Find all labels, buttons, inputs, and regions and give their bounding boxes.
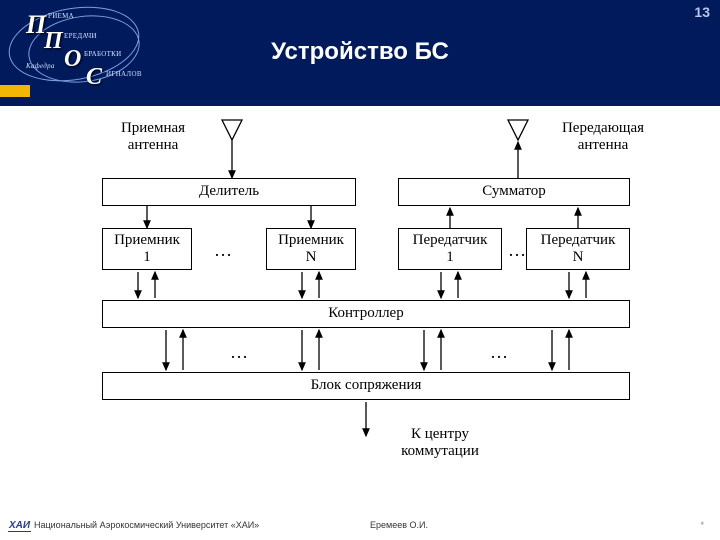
label-tx-antenna: Передающаяантенна [548,120,658,153]
ellipsis-ci-1: … [230,342,251,363]
slide-title: Устройство БС [0,38,720,66]
footer-left: Национальный Аэрокосмический Университет… [34,520,259,530]
slide-footer: ХАИ Национальный Аэрокосмический Универс… [0,510,720,540]
accent-bar [0,85,30,97]
slide-header: П РИЕМА П ЕРЕДАЧИ О БРАБОТКИ С ИГНАЛОВ К… [0,0,720,106]
box-txN: ПередатчикN [526,228,630,270]
label-rx-antenna: Приемнаяантенна [108,120,198,153]
ellipsis-rx: … [214,240,235,261]
box-rxN: ПриемникN [266,228,356,270]
page-number: 13 [694,4,710,20]
box-interface: Блок сопряжения [102,372,630,400]
box-controller: Контроллер [102,300,630,328]
box-tx1: Передатчик1 [398,228,502,270]
box-combiner: Сумматор [398,178,630,206]
box-splitter: Делитель [102,178,356,206]
footer-author: Еремеев О.И. [370,520,428,530]
ellipsis-ci-2: … [490,342,511,363]
footer-mark: * [700,520,704,530]
footer-logo: ХАИ [8,520,31,532]
label-to-switch: К центрукоммутации [380,426,500,459]
box-rx1: Приемник1 [102,228,192,270]
block-diagram: Приемнаяантенна Передающаяантенна Делите… [0,106,720,510]
